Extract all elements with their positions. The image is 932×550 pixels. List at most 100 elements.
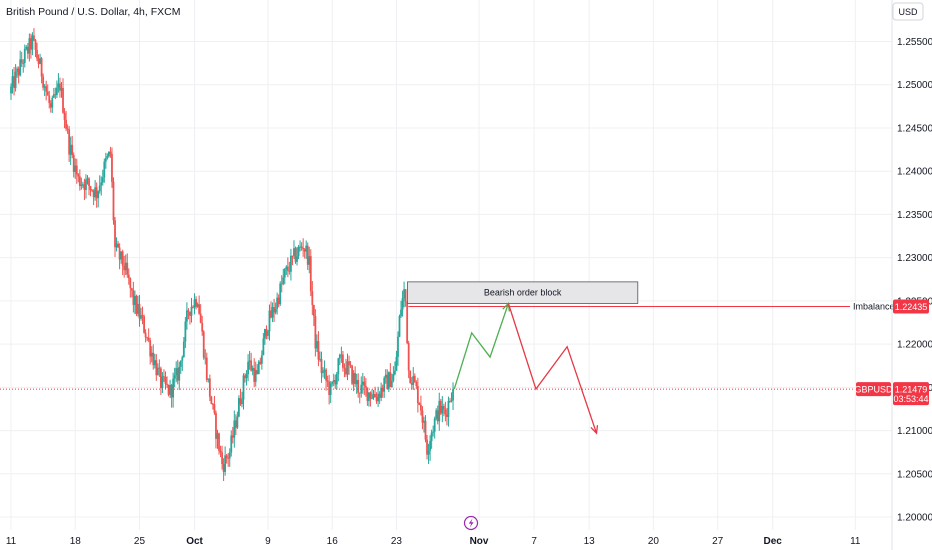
candle bbox=[115, 237, 118, 252]
candle bbox=[427, 443, 430, 464]
candle bbox=[135, 294, 138, 317]
candle bbox=[394, 361, 396, 376]
candle bbox=[294, 246, 297, 264]
currency-label: USD bbox=[898, 7, 918, 17]
candle bbox=[426, 435, 428, 460]
time-tick-label: 9 bbox=[265, 536, 271, 547]
price-tick-label: 1.24500 bbox=[897, 123, 932, 134]
candle bbox=[386, 369, 389, 390]
candle bbox=[429, 435, 431, 461]
candle bbox=[248, 350, 251, 370]
time-tick-label: 13 bbox=[584, 536, 596, 547]
candle bbox=[153, 353, 156, 369]
candle bbox=[329, 381, 332, 404]
chart-grid bbox=[0, 0, 892, 530]
candle bbox=[389, 363, 392, 388]
candle bbox=[285, 265, 288, 275]
candle bbox=[286, 257, 289, 278]
candle bbox=[127, 268, 130, 285]
candle bbox=[141, 306, 144, 325]
price-tick-label: 1.25000 bbox=[897, 80, 932, 91]
lightning-icon[interactable] bbox=[463, 515, 479, 531]
candle bbox=[280, 275, 283, 293]
candle bbox=[107, 151, 110, 158]
candle bbox=[144, 329, 147, 343]
candle bbox=[42, 73, 45, 91]
candle bbox=[97, 190, 100, 208]
candle bbox=[219, 445, 222, 458]
candle bbox=[138, 295, 141, 327]
candle bbox=[52, 87, 55, 98]
time-axis[interactable]: 11 18 25 Oct 9 16 23 Nov 7 13 20 27 Dec 11 bbox=[6, 536, 861, 547]
candle bbox=[59, 77, 61, 98]
candle bbox=[430, 429, 433, 449]
time-tick-label: 11 bbox=[850, 536, 861, 547]
candle bbox=[10, 83, 12, 100]
price-axis[interactable]: 1.25500 1.25000 1.24500 1.24000 1.23500 1.230… bbox=[854, 37, 932, 524]
price-tick-label: 1.22000 bbox=[897, 340, 932, 351]
candle bbox=[349, 361, 352, 369]
countdown-text: 03:53:44 bbox=[893, 394, 928, 404]
candle bbox=[358, 392, 361, 404]
candle bbox=[57, 73, 60, 93]
candle bbox=[416, 377, 419, 413]
candle bbox=[89, 185, 92, 197]
candle bbox=[372, 390, 375, 400]
candle bbox=[230, 430, 233, 457]
candle bbox=[126, 253, 129, 278]
candle bbox=[14, 64, 17, 92]
candle bbox=[395, 350, 398, 372]
candle bbox=[377, 386, 379, 407]
candle bbox=[439, 398, 442, 416]
candle bbox=[80, 177, 83, 190]
candle bbox=[418, 402, 421, 406]
candle bbox=[163, 369, 165, 382]
candle bbox=[319, 351, 321, 362]
candle bbox=[71, 135, 74, 159]
candle bbox=[316, 334, 318, 353]
time-tick-label: Dec bbox=[764, 536, 783, 547]
candle bbox=[351, 364, 353, 386]
candle bbox=[45, 80, 48, 101]
candle bbox=[452, 382, 454, 410]
candle bbox=[155, 354, 158, 381]
candle bbox=[75, 158, 78, 184]
candle bbox=[207, 378, 210, 383]
price-tick-label: 1.23000 bbox=[897, 253, 932, 264]
candle bbox=[290, 248, 292, 281]
candle bbox=[299, 240, 301, 252]
candle bbox=[250, 352, 253, 372]
symbol-badge: GBPUSD bbox=[854, 382, 893, 397]
candle bbox=[306, 242, 309, 270]
candle bbox=[160, 366, 162, 396]
candle bbox=[325, 368, 327, 391]
candle bbox=[146, 336, 149, 342]
candle bbox=[124, 254, 127, 276]
candle bbox=[114, 216, 116, 257]
candle bbox=[23, 44, 26, 68]
candle bbox=[421, 406, 424, 430]
candle bbox=[265, 325, 268, 340]
price-tick-label: 1.20500 bbox=[897, 469, 932, 480]
candle bbox=[175, 361, 178, 383]
candle bbox=[158, 359, 161, 377]
candle bbox=[342, 350, 344, 372]
candle bbox=[36, 42, 38, 62]
candle bbox=[16, 66, 19, 78]
candle bbox=[74, 158, 77, 179]
candle bbox=[406, 301, 409, 345]
currency-button[interactable]: USD bbox=[892, 2, 924, 21]
candle bbox=[337, 357, 340, 382]
candle bbox=[241, 391, 243, 408]
price-tick-label: 1.24000 bbox=[897, 167, 932, 178]
imbalance-price-text: 1.22435 bbox=[895, 302, 928, 312]
candle bbox=[345, 358, 347, 377]
candle bbox=[381, 384, 384, 398]
candle bbox=[257, 360, 260, 375]
candle bbox=[254, 361, 257, 387]
candle bbox=[343, 363, 346, 378]
candle bbox=[231, 426, 234, 444]
candle bbox=[86, 175, 89, 185]
candle bbox=[283, 267, 286, 285]
